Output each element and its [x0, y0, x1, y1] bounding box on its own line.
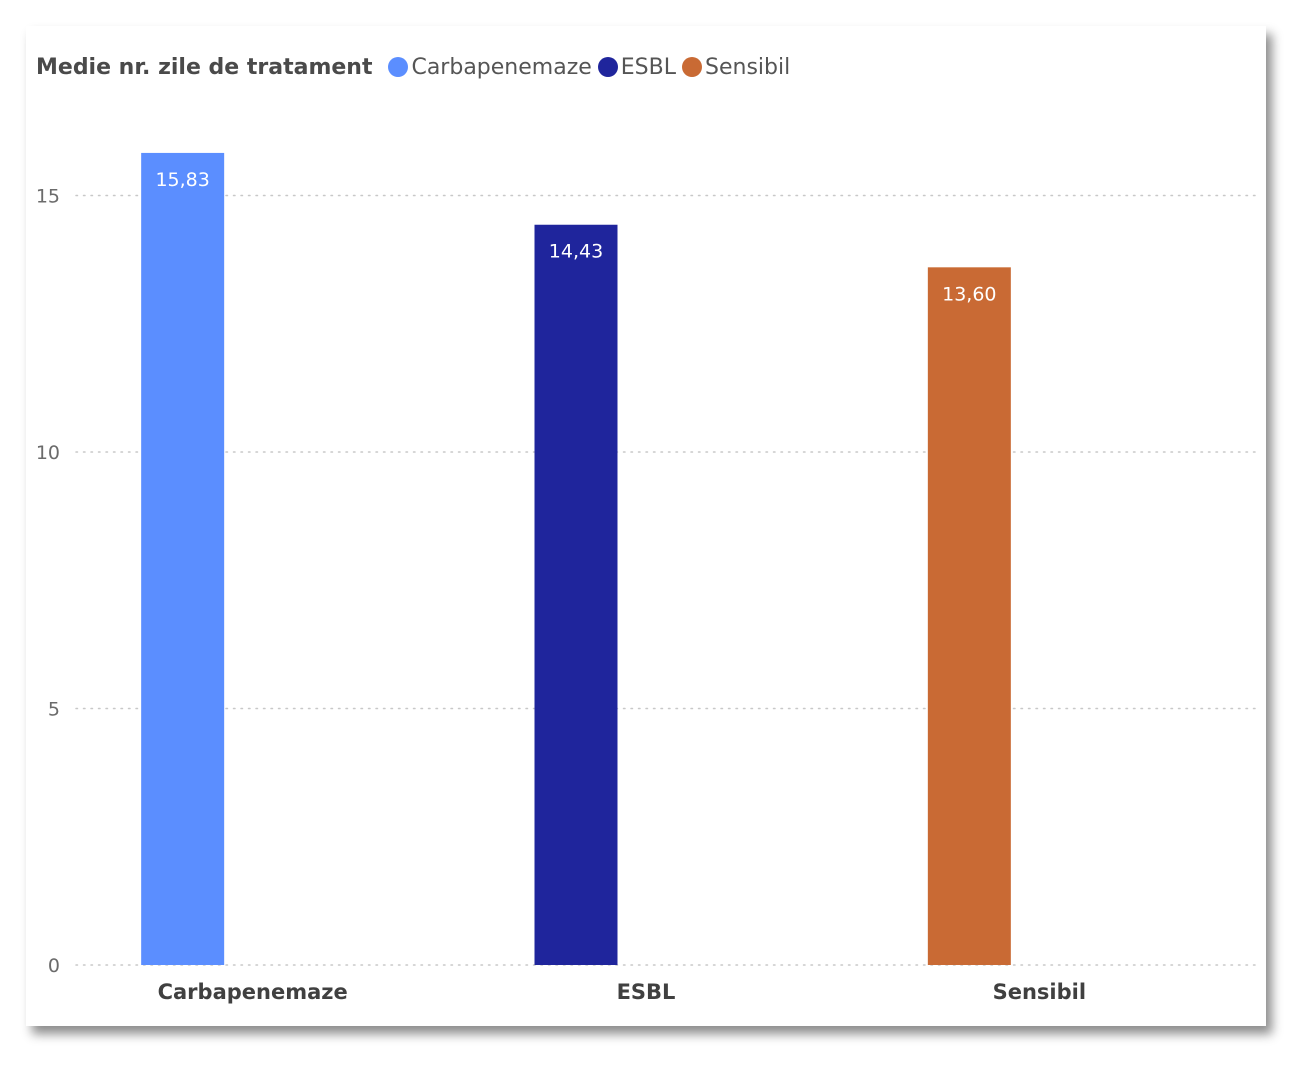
- bar-esbl[interactable]: [534, 224, 618, 966]
- chart-card: Medie nr. zile de tratament Carbapenemaz…: [26, 26, 1266, 1026]
- legend-label-sensibil: Sensibil: [705, 54, 791, 80]
- bar-carbapenemaze[interactable]: [141, 152, 225, 965]
- data-label-esbl: 14,43: [549, 241, 603, 263]
- legend-label-esbl: ESBL: [620, 54, 676, 80]
- y-tick-label: 5: [48, 699, 60, 721]
- legend: Carbapenemaze ESBL Sensibil: [388, 55, 796, 80]
- y-tick-label: 10: [36, 442, 60, 464]
- x-tick-label-esbl: ESBL: [617, 980, 676, 1004]
- x-tick-label-carbapenemaze: Carbapenemaze: [158, 980, 348, 1004]
- legend-label-carbapenemaze: Carbapenemaze: [411, 54, 592, 80]
- y-tick-label: 15: [36, 186, 60, 208]
- chart-header: Medie nr. zile de tratament Carbapenemaz…: [36, 50, 796, 84]
- y-axis: 0 5 10 15: [36, 186, 60, 978]
- y-gridlines: [75, 194, 1257, 966]
- bar-sensibil[interactable]: [927, 267, 1011, 965]
- x-axis: Carbapenemaze ESBL Sensibil: [158, 980, 1086, 1004]
- data-label-sensibil: 13,60: [942, 283, 996, 305]
- data-label-carbapenemaze: 15,83: [155, 169, 209, 191]
- legend-item-sensibil[interactable]: Sensibil: [682, 55, 790, 80]
- bar-chart-plot: 0 5 10 15 15,83 14,43 13,60 Carbapenemaze ESBL Se…: [36, 152, 1257, 1004]
- bars: 15,83 14,43 13,60: [141, 152, 1011, 966]
- legend-item-esbl[interactable]: ESBL: [597, 54, 676, 80]
- x-tick-label-sensibil: Sensibil: [993, 980, 1086, 1004]
- chart-title: Medie nr. zile de tratament: [36, 54, 373, 80]
- legend-marker-sensibil: [682, 57, 702, 77]
- legend-item-carbapenemaze[interactable]: Carbapenemaze: [388, 54, 592, 80]
- y-tick-label: 0: [48, 955, 60, 977]
- legend-marker-carbapenemaze: [388, 57, 409, 77]
- legend-marker-esbl: [597, 57, 618, 77]
